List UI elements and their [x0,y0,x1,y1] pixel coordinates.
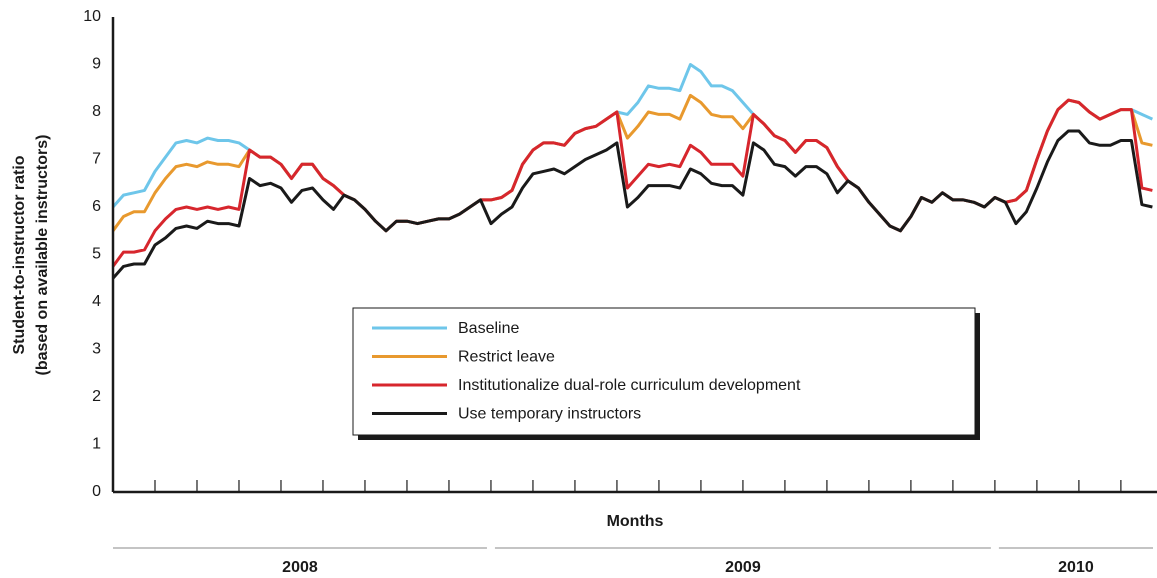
y-tick-label: 9 [92,56,101,73]
series-line [111,93,1153,233]
series-line [111,129,1153,280]
y-label-line: Student-to-instructor ratio [11,155,28,354]
series-line [111,63,1154,233]
y-tick-label: 0 [92,483,101,500]
y-tick-label: 7 [92,151,101,168]
legend-label: Institutionalize dual-role curriculum de… [458,377,801,394]
year-label: 2010 [1058,559,1094,576]
y-tick-label: 4 [92,293,101,310]
year-label: 2008 [282,559,318,576]
legend-box [352,307,976,436]
y-label-line: (based on available instructors) [34,135,51,376]
y-tick-label: 8 [92,103,101,120]
y-axis-title: Student-to-instructor ratio (based on av… [11,135,51,376]
y-tick-label: 1 [92,436,101,453]
y-tick-label: 2 [92,388,101,405]
y-tick-label: 6 [92,198,101,215]
legend-label: Use temporary instructors [458,406,641,423]
y-tick-label: 5 [92,246,101,263]
legend-label: Restrict leave [458,349,555,366]
y-tick-label: 10 [83,8,101,25]
x-axis-title: Months [607,513,664,530]
year-label: 2009 [725,559,761,576]
y-tick-label: 3 [92,341,101,358]
legend-label: Baseline [458,320,519,337]
